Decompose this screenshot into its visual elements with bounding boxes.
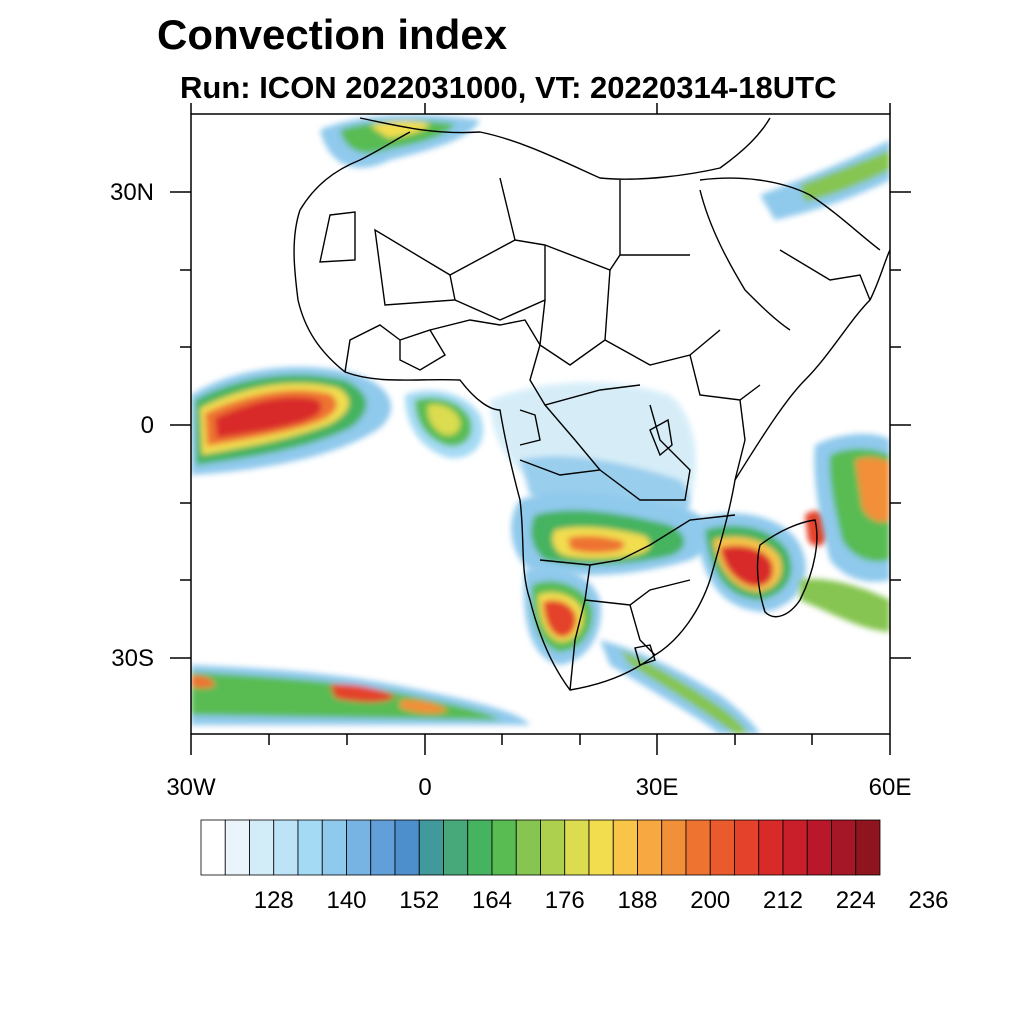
map-frame bbox=[170, 103, 911, 755]
colorbar-box bbox=[394, 819, 420, 876]
colorbar-tick-label: 176 bbox=[544, 887, 585, 914]
colorbar-box bbox=[782, 819, 808, 876]
lat-label-30s: 30S bbox=[111, 645, 154, 672]
colorbar-tick-label: 140 bbox=[326, 887, 367, 914]
colorbar-tick-label: 164 bbox=[471, 887, 513, 914]
colorbar-box bbox=[564, 819, 590, 876]
colorbar-box bbox=[224, 819, 250, 876]
colorbar-box bbox=[200, 819, 226, 876]
colorbar-box bbox=[443, 819, 469, 876]
map-title: Convection index bbox=[157, 11, 508, 58]
colorbar-box bbox=[370, 819, 396, 876]
colorbar-box bbox=[297, 819, 323, 876]
lat-label-30n: 30N bbox=[109, 179, 154, 206]
colorbar-box bbox=[709, 819, 735, 876]
lat-label-0: 0 bbox=[140, 412, 154, 439]
colorbar-box bbox=[588, 819, 614, 876]
colorbar bbox=[200, 819, 881, 876]
colorbar-box bbox=[758, 819, 784, 876]
colorbar-box bbox=[612, 819, 638, 876]
colorbar-box bbox=[734, 819, 760, 876]
colorbar-box bbox=[855, 819, 881, 876]
lon-label-30w: 30W bbox=[166, 774, 216, 801]
colorbar-box bbox=[418, 819, 444, 876]
colorbar-tick-label: 200 bbox=[690, 887, 731, 914]
colorbar-box bbox=[806, 819, 832, 876]
lon-label-30e: 30E bbox=[635, 774, 679, 801]
colorbar-tick-label: 152 bbox=[399, 887, 440, 914]
colorbar-box bbox=[685, 819, 711, 876]
lon-label-60e: 60E bbox=[868, 774, 912, 801]
colorbar-box bbox=[321, 819, 347, 876]
colorbar-tick-label: 212 bbox=[762, 887, 804, 914]
colorbar-box bbox=[637, 819, 663, 876]
colorbar-box bbox=[540, 819, 566, 876]
colorbar-box bbox=[661, 819, 687, 876]
colorbar-tick-label: 236 bbox=[908, 887, 949, 914]
boundaries bbox=[293, 117, 890, 691]
map-subtitle: Run: ICON 2022031000, VT: 20220314-18UTC bbox=[180, 70, 837, 105]
colorbar-box bbox=[273, 819, 299, 876]
convection-field bbox=[191, 114, 890, 734]
colorbar-tick-label: 128 bbox=[253, 887, 294, 914]
colorbar-tick-label: 188 bbox=[617, 887, 658, 914]
colorbar-box bbox=[346, 819, 372, 876]
colorbar-box bbox=[491, 819, 517, 876]
colorbar-box bbox=[249, 819, 275, 876]
colorbar-box bbox=[515, 819, 541, 876]
lon-label-0: 0 bbox=[418, 774, 432, 801]
colorbar-box bbox=[467, 819, 493, 876]
colorbar-tick-label: 224 bbox=[835, 887, 876, 914]
colorbar-box bbox=[831, 819, 857, 876]
